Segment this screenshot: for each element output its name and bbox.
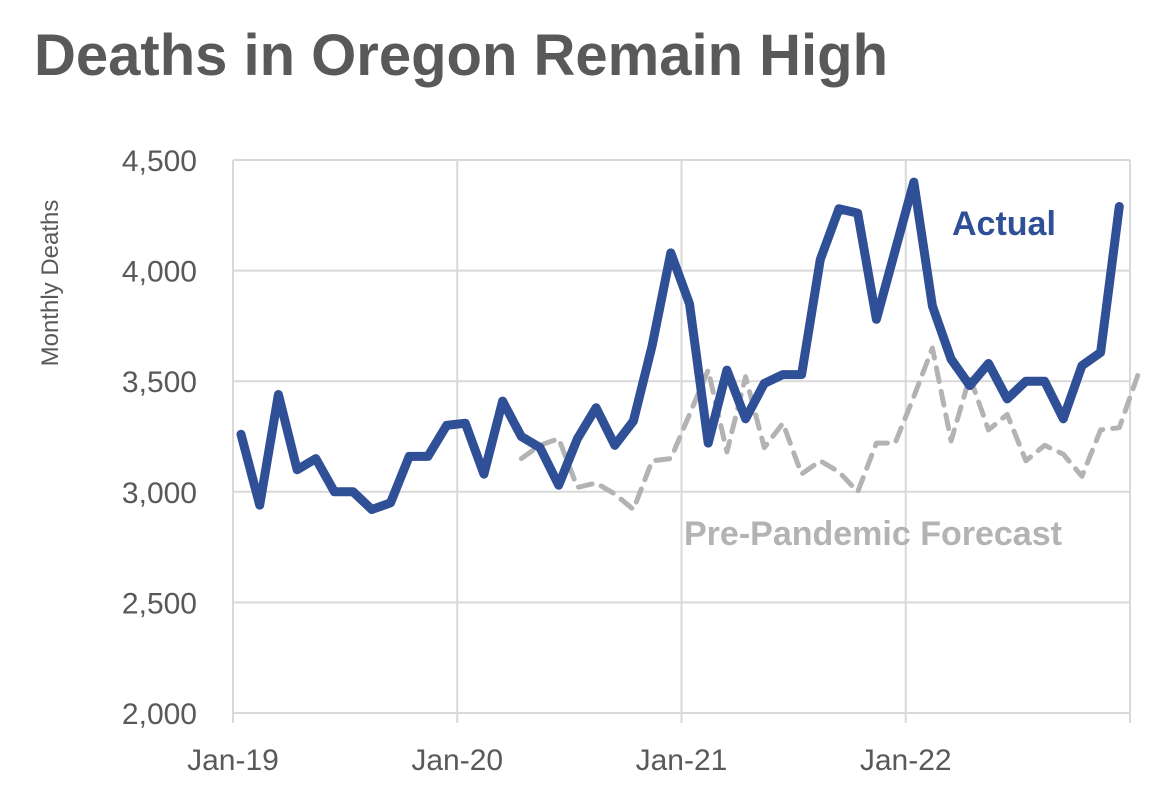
x-tick-label: Jan-19 — [187, 744, 279, 777]
chart-title: Deaths in Oregon Remain High — [34, 23, 888, 88]
series-line-forecast — [518, 345, 1141, 512]
x-tick-labels: Jan-19 Jan-20 Jan-21 Jan-22 — [187, 744, 951, 777]
y-tick-label: 4,000 — [122, 256, 197, 289]
gridlines — [232, 159, 1131, 723]
y-tick-labels: 2,000 2,500 3,000 3,500 4,000 4,500 — [122, 145, 197, 731]
y-tick-label: 3,000 — [122, 477, 197, 510]
y-axis-title: Monthly Deaths — [37, 200, 64, 367]
x-tick-label: Jan-22 — [860, 744, 952, 777]
x-tick-label: Jan-21 — [636, 744, 728, 777]
y-tick-label: 4,500 — [122, 145, 197, 178]
y-tick-label: 2,000 — [122, 698, 197, 731]
series-line-actual — [236, 177, 1124, 514]
legend-label-actual: Actual — [952, 205, 1056, 243]
series-lines — [236, 177, 1141, 514]
y-tick-label: 3,500 — [122, 366, 197, 399]
x-tick-label: Jan-20 — [411, 744, 503, 777]
legend-label-forecast: Pre-Pandemic Forecast — [684, 515, 1062, 553]
y-tick-label: 2,500 — [122, 587, 197, 620]
